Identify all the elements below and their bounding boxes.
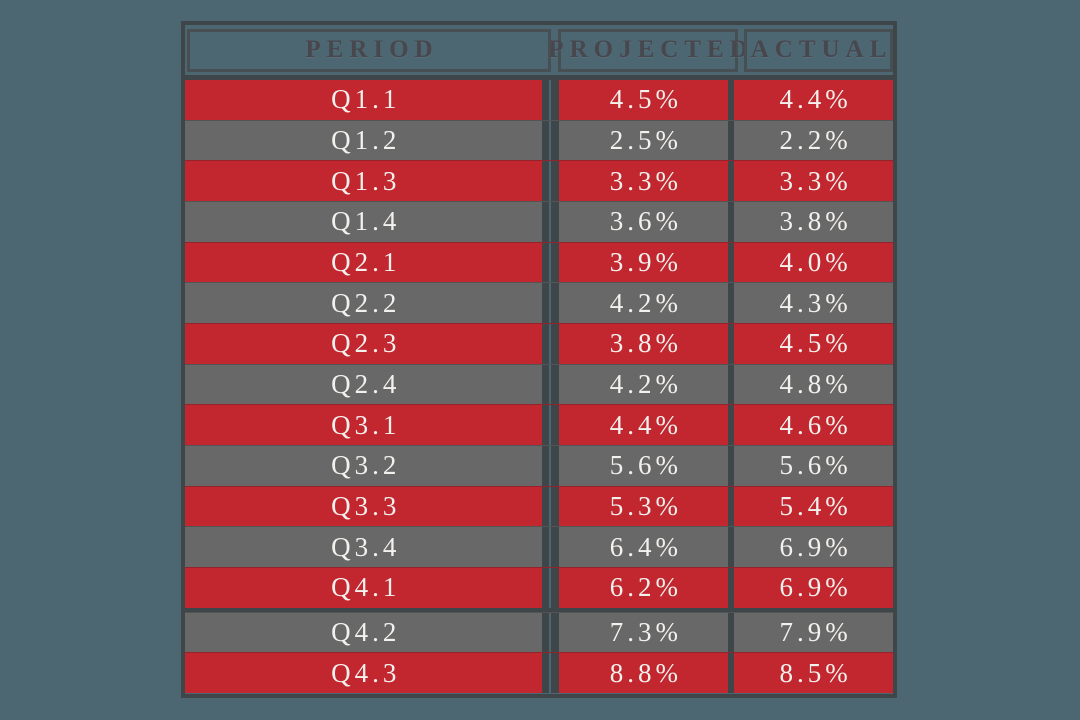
actual-cell: 4.8% (779, 369, 852, 400)
table-row: Q4.1 6.2% 6.9% (185, 567, 893, 608)
table-row: Q1.1 4.5% 4.4% (185, 80, 893, 120)
column-header-period: PERIOD (187, 28, 551, 72)
table-row: Q1.3 3.3% 3.3% (185, 160, 893, 202)
table-row: Q3.1 4.4% 4.6% (185, 404, 893, 446)
projected-cell: 5.3% (609, 491, 682, 522)
period-cell: Q3.2 (331, 450, 401, 481)
period-cell: Q1.4 (331, 206, 401, 237)
table-row: Q2.1 3.9% 4.0% (185, 241, 893, 283)
projected-cell: 6.2% (609, 572, 682, 603)
actual-cell: 6.9% (779, 572, 852, 603)
period-cell: Q2.2 (331, 287, 401, 318)
column-divider (542, 120, 560, 161)
period-cell: Q1.3 (331, 165, 401, 196)
column-divider (542, 324, 560, 364)
projected-cell: 4.5% (609, 84, 682, 115)
table-row: Q4.2 7.3% 7.9% (185, 611, 893, 653)
column-divider (542, 405, 560, 446)
actual-cell: 5.6% (779, 450, 852, 481)
column-divider (542, 161, 560, 202)
data-table: PERIOD PROJECTED ACTUAL Q1.1 4.5% 4.4% Q1.2… (181, 21, 897, 698)
column-divider (542, 80, 560, 120)
column-divider (542, 612, 560, 653)
period-cell: Q2.3 (331, 328, 401, 359)
actual-cell: 6.9% (779, 531, 852, 562)
actual-cell: 4.5% (779, 328, 852, 359)
actual-cell: 3.3% (779, 165, 852, 196)
period-cell: Q1.2 (331, 125, 401, 155)
column-header-projected: PROJECTED (548, 28, 748, 72)
actual-cell: 3.8% (779, 206, 852, 237)
projected-cell: 3.3% (609, 165, 682, 196)
period-cell: Q2.4 (331, 369, 401, 400)
projected-cell: 4.4% (609, 409, 682, 440)
projected-cell: 5.6% (609, 450, 682, 481)
column-divider (542, 242, 560, 283)
table-row: Q3.4 6.4% 6.9% (185, 526, 893, 568)
projected-cell: 8.8% (609, 657, 682, 688)
projected-cell: 3.8% (609, 328, 682, 359)
period-cell: Q3.1 (331, 409, 401, 440)
projected-cell: 7.3% (609, 617, 682, 648)
column-divider (542, 283, 560, 324)
column-divider (728, 242, 735, 283)
projected-cell: 4.2% (609, 287, 682, 318)
projected-cell: 6.4% (609, 531, 682, 562)
column-divider (728, 486, 735, 527)
column-divider (728, 120, 735, 161)
column-divider (728, 527, 735, 568)
table-row: Q2.4 4.2% 4.8% (185, 363, 893, 405)
actual-cell: 4.4% (779, 84, 852, 115)
column-divider (542, 568, 560, 608)
period-cell: Q3.3 (331, 491, 401, 522)
column-divider (728, 568, 735, 608)
period-cell: Q4.1 (331, 572, 401, 603)
column-divider (728, 364, 735, 405)
column-divider (542, 364, 560, 405)
table-row: Q1.2 2.5% 2.2% (185, 119, 893, 161)
actual-cell: 7.9% (779, 617, 852, 648)
column-divider (728, 653, 735, 694)
column-divider (728, 405, 735, 446)
column-divider (542, 202, 560, 242)
column-divider (728, 324, 735, 364)
table-header-row: PERIOD PROJECTED ACTUAL (185, 25, 893, 75)
period-cell: Q4.3 (331, 657, 401, 688)
column-divider (728, 80, 735, 120)
table-body: Q1.1 4.5% 4.4% Q1.2 2.5% 2.2% Q1.3 3.3% 3.3% Q1.4… (185, 80, 893, 694)
period-cell: Q2.1 (331, 247, 401, 278)
actual-cell: 4.6% (779, 409, 852, 440)
table-row: Q2.3 3.8% 4.5% (185, 323, 893, 364)
column-divider (728, 446, 735, 486)
period-cell: Q1.1 (331, 84, 401, 115)
column-divider (728, 612, 735, 653)
actual-cell: 8.5% (779, 657, 852, 688)
projected-cell: 4.2% (609, 369, 682, 400)
column-divider (728, 283, 735, 324)
column-divider (542, 446, 560, 486)
column-divider (542, 527, 560, 568)
period-cell: Q3.4 (331, 531, 401, 562)
actual-cell: 4.0% (779, 247, 852, 278)
projected-cell: 3.9% (609, 247, 682, 278)
column-divider (728, 202, 735, 242)
column-divider (728, 161, 735, 202)
table-row: Q3.3 5.3% 5.4% (185, 485, 893, 527)
table-row: Q4.3 8.8% 8.5% (185, 652, 893, 694)
column-divider (542, 486, 560, 527)
actual-cell: 5.4% (779, 491, 852, 522)
column-divider (542, 653, 560, 694)
projected-cell: 2.5% (609, 125, 682, 155)
table-row: Q2.2 4.2% 4.3% (185, 282, 893, 324)
period-cell: Q4.2 (331, 617, 401, 648)
table-row: Q1.4 3.6% 3.8% (185, 201, 893, 242)
table-row: Q3.2 5.6% 5.6% (185, 445, 893, 486)
column-header-actual: ACTUAL (744, 28, 893, 72)
header-divider (185, 75, 893, 80)
actual-cell: 2.2% (779, 125, 852, 155)
section-divider (185, 607, 893, 612)
projected-cell: 3.6% (609, 206, 682, 237)
actual-cell: 4.3% (779, 287, 852, 318)
